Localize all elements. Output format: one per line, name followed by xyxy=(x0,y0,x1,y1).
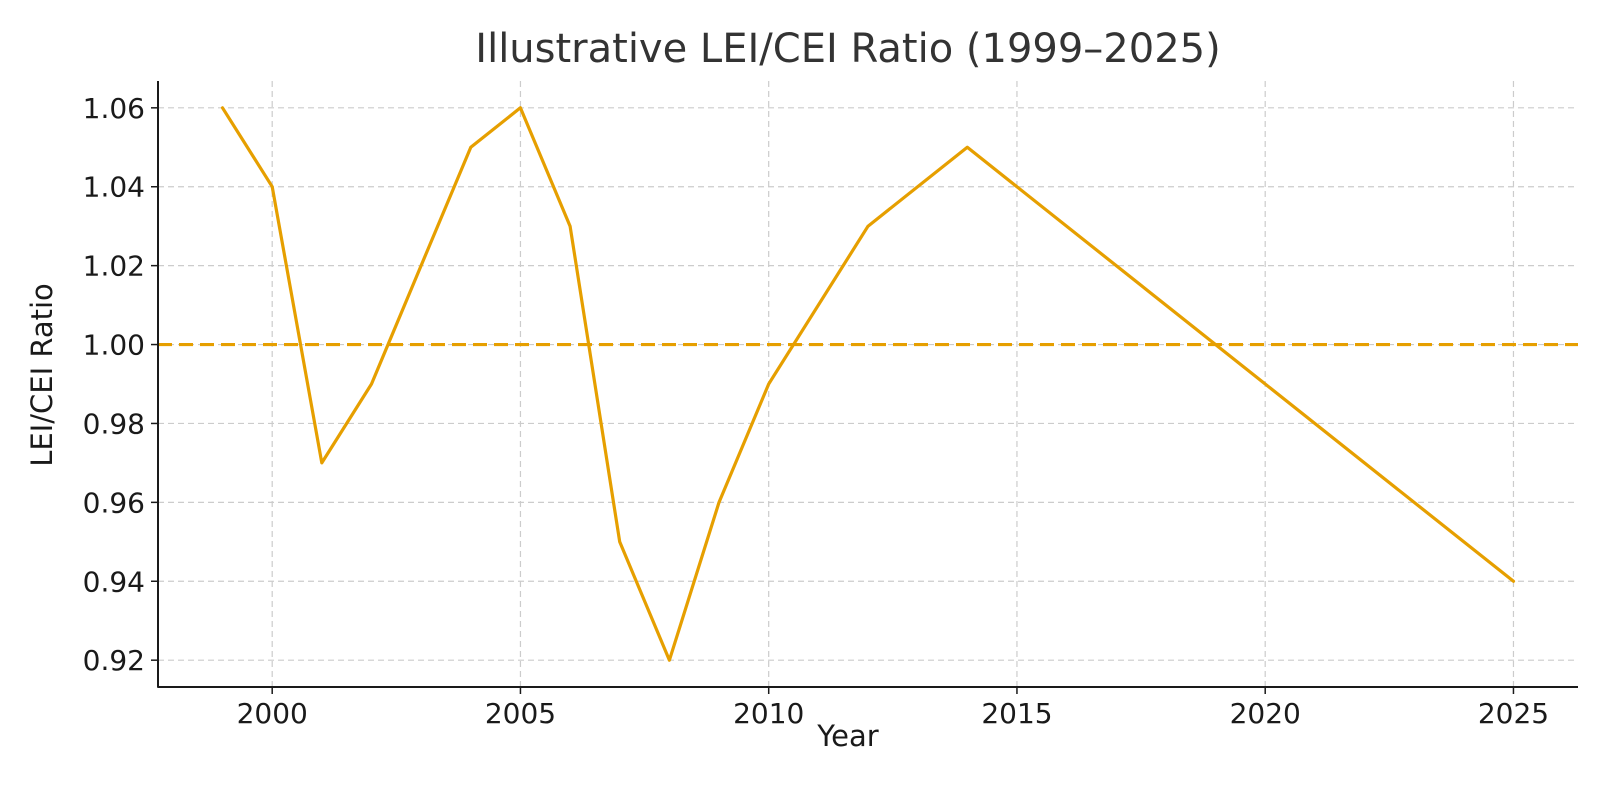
x-tick-label: 2010 xyxy=(733,697,804,730)
y-tick-label: 0.98 xyxy=(83,407,145,440)
y-tick-label: 0.94 xyxy=(83,565,145,598)
axes xyxy=(151,81,1578,694)
series-line xyxy=(220,106,1516,662)
x-tick-label: 2015 xyxy=(981,697,1052,730)
x-tick-labels: 2000 2005 2010 2015 2020 2025 xyxy=(237,697,1550,730)
x-tick-label: 2020 xyxy=(1230,697,1301,730)
chart-title: Illustrative LEI/CEI Ratio (1999–2025) xyxy=(475,26,1220,72)
series-layer xyxy=(220,106,1516,662)
y-axis-label: LEI/CEI Ratio xyxy=(25,283,59,467)
x-axis-label: Year xyxy=(816,719,878,753)
x-tick-label: 2000 xyxy=(237,697,308,730)
x-tick-label: 2005 xyxy=(485,697,556,730)
y-tick-label: 0.92 xyxy=(83,644,145,677)
y-tick-label: 1.00 xyxy=(83,329,145,362)
y-tick-label: 1.02 xyxy=(83,250,145,283)
y-tick-label: 0.96 xyxy=(83,486,145,519)
y-tick-label: 1.06 xyxy=(83,92,145,125)
x-tick-label: 2025 xyxy=(1478,697,1549,730)
y-tick-labels: 0.92 0.94 0.96 0.98 1.00 1.02 1.04 1.06 xyxy=(83,92,145,677)
y-tick-label: 1.04 xyxy=(83,171,145,204)
